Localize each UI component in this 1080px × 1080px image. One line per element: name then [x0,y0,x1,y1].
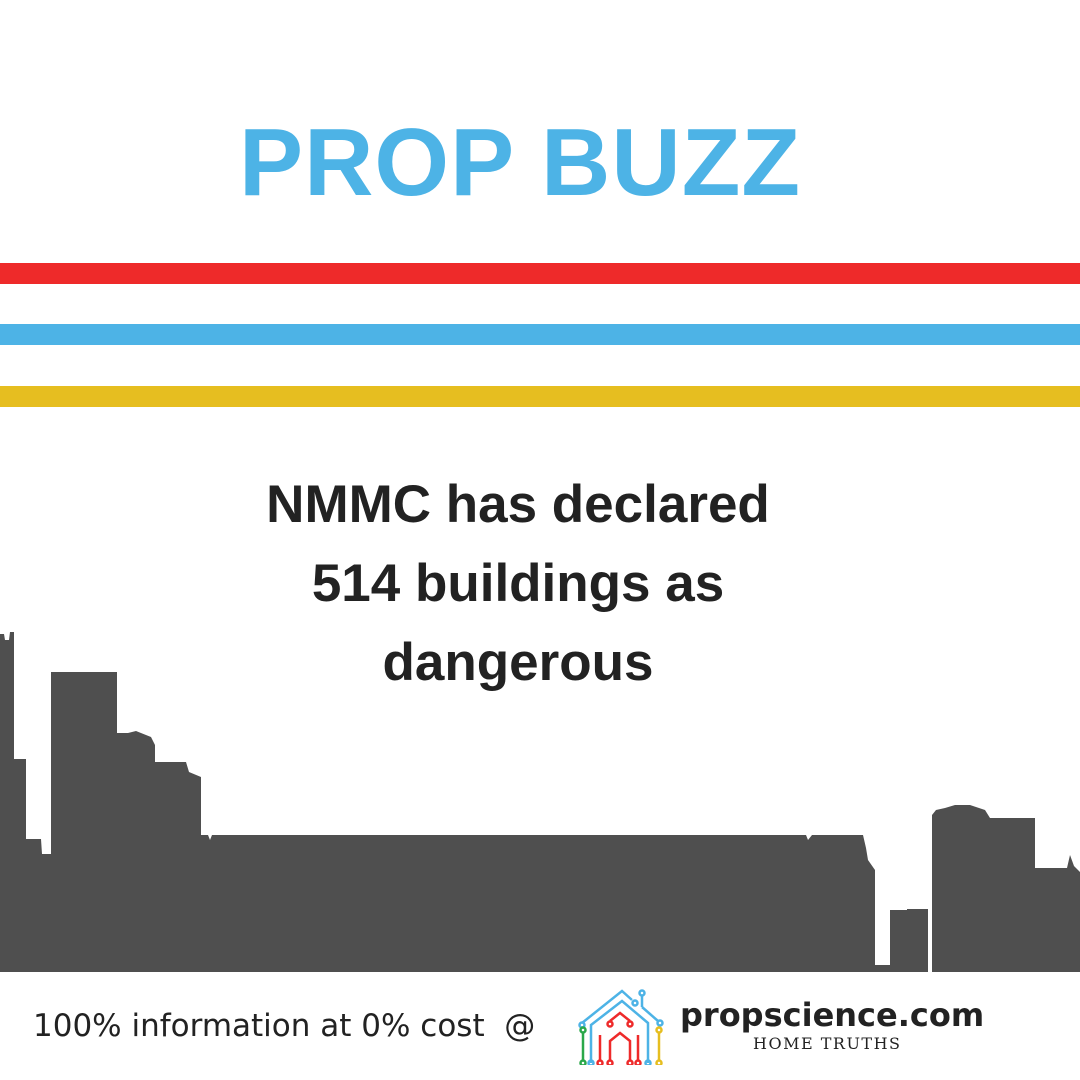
yellow-stripe [0,386,1080,407]
page-title: PROP BUZZ [239,109,801,216]
headline-line-1: NMMC has declared [266,475,770,534]
blue-stripe [0,324,1080,345]
brand-tagline: HOME TRUTHS [753,1034,902,1053]
footer-tagline: 100% information at 0% cost @ [33,1008,536,1044]
headline-line-3: dangerous [382,633,654,692]
red-stripe [0,263,1080,284]
brand-name: propscience.com [680,996,985,1034]
headline: NMMC has declared 514 buildings as dange… [0,465,1036,702]
propscience-house-logo-icon [578,989,664,1065]
headline-line-2: 514 buildings as [311,554,725,613]
